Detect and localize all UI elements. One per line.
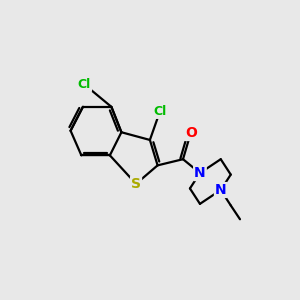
Text: O: O — [185, 126, 197, 140]
Text: N: N — [215, 183, 226, 197]
Text: Cl: Cl — [153, 105, 167, 118]
Text: Cl: Cl — [78, 78, 91, 91]
Text: S: S — [131, 177, 141, 191]
Text: N: N — [194, 166, 206, 180]
